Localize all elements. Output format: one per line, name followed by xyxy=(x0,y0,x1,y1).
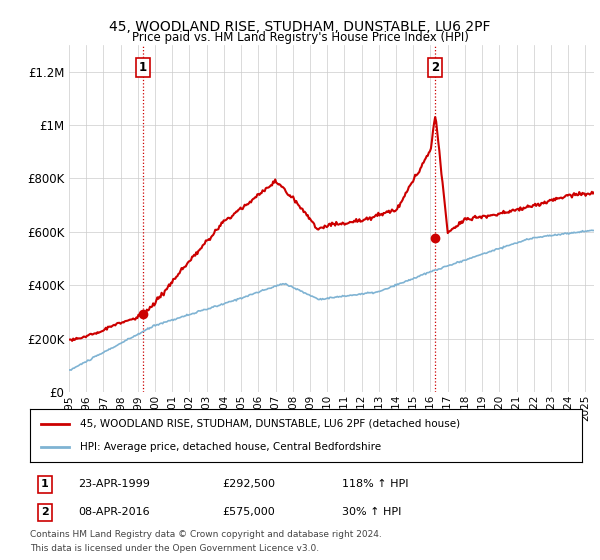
Text: 08-APR-2016: 08-APR-2016 xyxy=(78,507,149,517)
Text: HPI: Average price, detached house, Central Bedfordshire: HPI: Average price, detached house, Cent… xyxy=(80,442,381,452)
Text: 118% ↑ HPI: 118% ↑ HPI xyxy=(342,479,409,489)
Text: 1: 1 xyxy=(41,479,49,489)
Text: 1: 1 xyxy=(139,61,147,74)
Text: 30% ↑ HPI: 30% ↑ HPI xyxy=(342,507,401,517)
Text: £575,000: £575,000 xyxy=(222,507,275,517)
Text: 23-APR-1999: 23-APR-1999 xyxy=(78,479,150,489)
Text: Contains HM Land Registry data © Crown copyright and database right 2024.: Contains HM Land Registry data © Crown c… xyxy=(30,530,382,539)
Text: 45, WOODLAND RISE, STUDHAM, DUNSTABLE, LU6 2PF (detached house): 45, WOODLAND RISE, STUDHAM, DUNSTABLE, L… xyxy=(80,419,460,429)
Text: £292,500: £292,500 xyxy=(222,479,275,489)
Text: This data is licensed under the Open Government Licence v3.0.: This data is licensed under the Open Gov… xyxy=(30,544,319,553)
Text: 45, WOODLAND RISE, STUDHAM, DUNSTABLE, LU6 2PF: 45, WOODLAND RISE, STUDHAM, DUNSTABLE, L… xyxy=(109,20,491,34)
Text: 2: 2 xyxy=(41,507,49,517)
Text: Price paid vs. HM Land Registry's House Price Index (HPI): Price paid vs. HM Land Registry's House … xyxy=(131,31,469,44)
Text: 2: 2 xyxy=(431,61,439,74)
